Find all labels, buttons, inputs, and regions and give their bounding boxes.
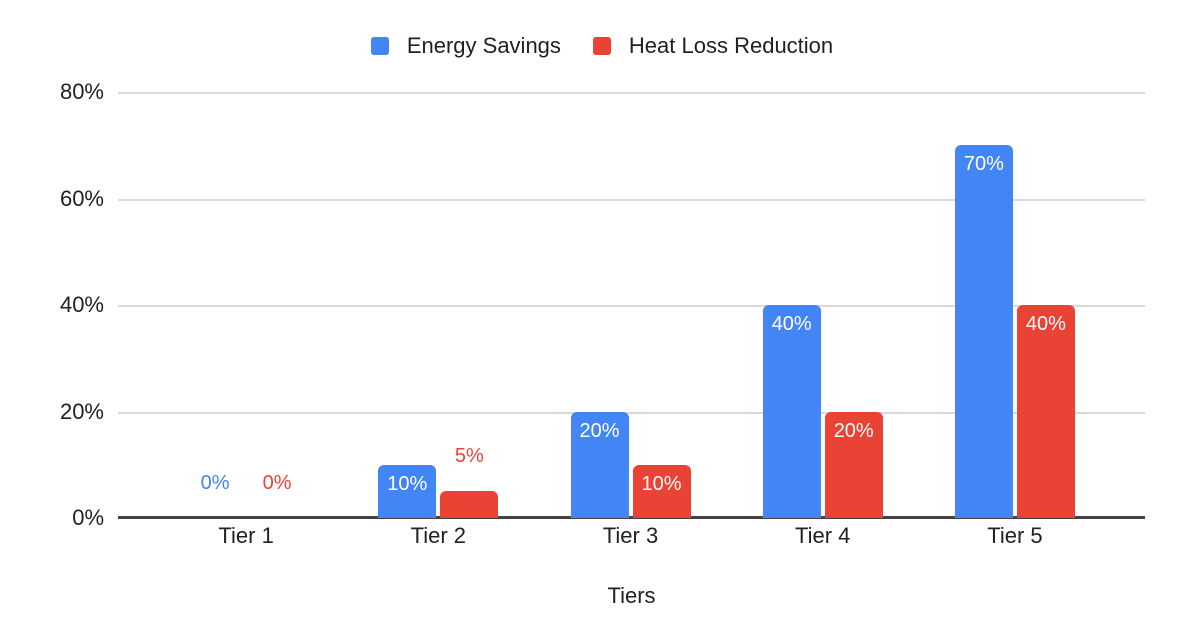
y-tick-label: 60%: [59, 185, 104, 211]
x-category-label: Tier 2: [410, 523, 467, 548]
bar: 10%: [632, 464, 691, 518]
bar: 40%: [1016, 305, 1075, 518]
legend-swatch-icon: [592, 37, 611, 55]
bar-value-label: 40%: [771, 313, 812, 335]
x-category-labels: Tier 1 Tier 2 Tier 3 Tier 4 Tier 5: [150, 523, 1111, 549]
bar-group: 20% 10%: [534, 92, 726, 518]
x-category-label: Tier 3: [602, 523, 659, 548]
y-axis-ticks: 80% 60% 40% 20% 0%: [0, 79, 104, 530]
legend-label: Energy Savings: [406, 33, 561, 58]
bar-value-label: 20%: [579, 419, 620, 442]
bar-value-label: 20%: [833, 419, 874, 442]
bar-value-label: 0%: [262, 472, 292, 494]
bar-group: 0% 0%: [150, 92, 342, 518]
x-axis-line: [118, 516, 1145, 519]
bar-groups: 0% 0% 10% 5% 20% 10% 40% 20% 70% 40%: [150, 92, 1111, 518]
plot-area: 0% 0% 10% 5% 20% 10% 40% 20% 70% 40%: [118, 92, 1145, 519]
gridline: [118, 198, 1145, 201]
y-tick-label: 80%: [59, 79, 104, 104]
legend: Energy Savings Heat Loss Reduction: [0, 33, 1204, 59]
bar-value-label: 10%: [387, 472, 428, 495]
y-tick-label: 20%: [59, 398, 104, 424]
legend-item: Energy Savings: [370, 33, 561, 59]
bar-group: 70% 40%: [919, 92, 1111, 518]
x-category-label: Tier 5: [987, 523, 1043, 548]
bar: 20%: [824, 411, 883, 518]
bar: 70%: [954, 145, 1013, 518]
x-axis-title: Tiers: [607, 583, 656, 608]
y-tick-label: 0%: [72, 505, 104, 530]
bar: 10%: [378, 464, 437, 518]
x-category-label: Tier 4: [795, 523, 851, 548]
bar: 40%: [762, 305, 821, 518]
y-tick-label: 40%: [59, 292, 104, 317]
legend-item: Heat Loss Reduction: [592, 33, 834, 59]
legend-swatch-icon: [370, 37, 389, 55]
bar-value-label: 0%: [200, 472, 230, 494]
legend-label: Heat Loss Reduction: [628, 33, 834, 58]
bar-value-label: 5%: [454, 445, 484, 468]
bar-group: 40% 20%: [727, 92, 919, 518]
bar: 5%: [440, 445, 499, 518]
bar-value-label: 10%: [641, 472, 682, 495]
bar-group: 10% 5%: [342, 92, 534, 518]
bar: 20%: [570, 411, 629, 518]
bar-value-label: 40%: [1025, 313, 1066, 335]
gridline: [118, 305, 1145, 307]
gridline: [118, 92, 1145, 94]
x-category-label: Tier 1: [218, 523, 274, 548]
gridline: [118, 411, 1145, 414]
bar-value-label: 70%: [963, 153, 1004, 176]
